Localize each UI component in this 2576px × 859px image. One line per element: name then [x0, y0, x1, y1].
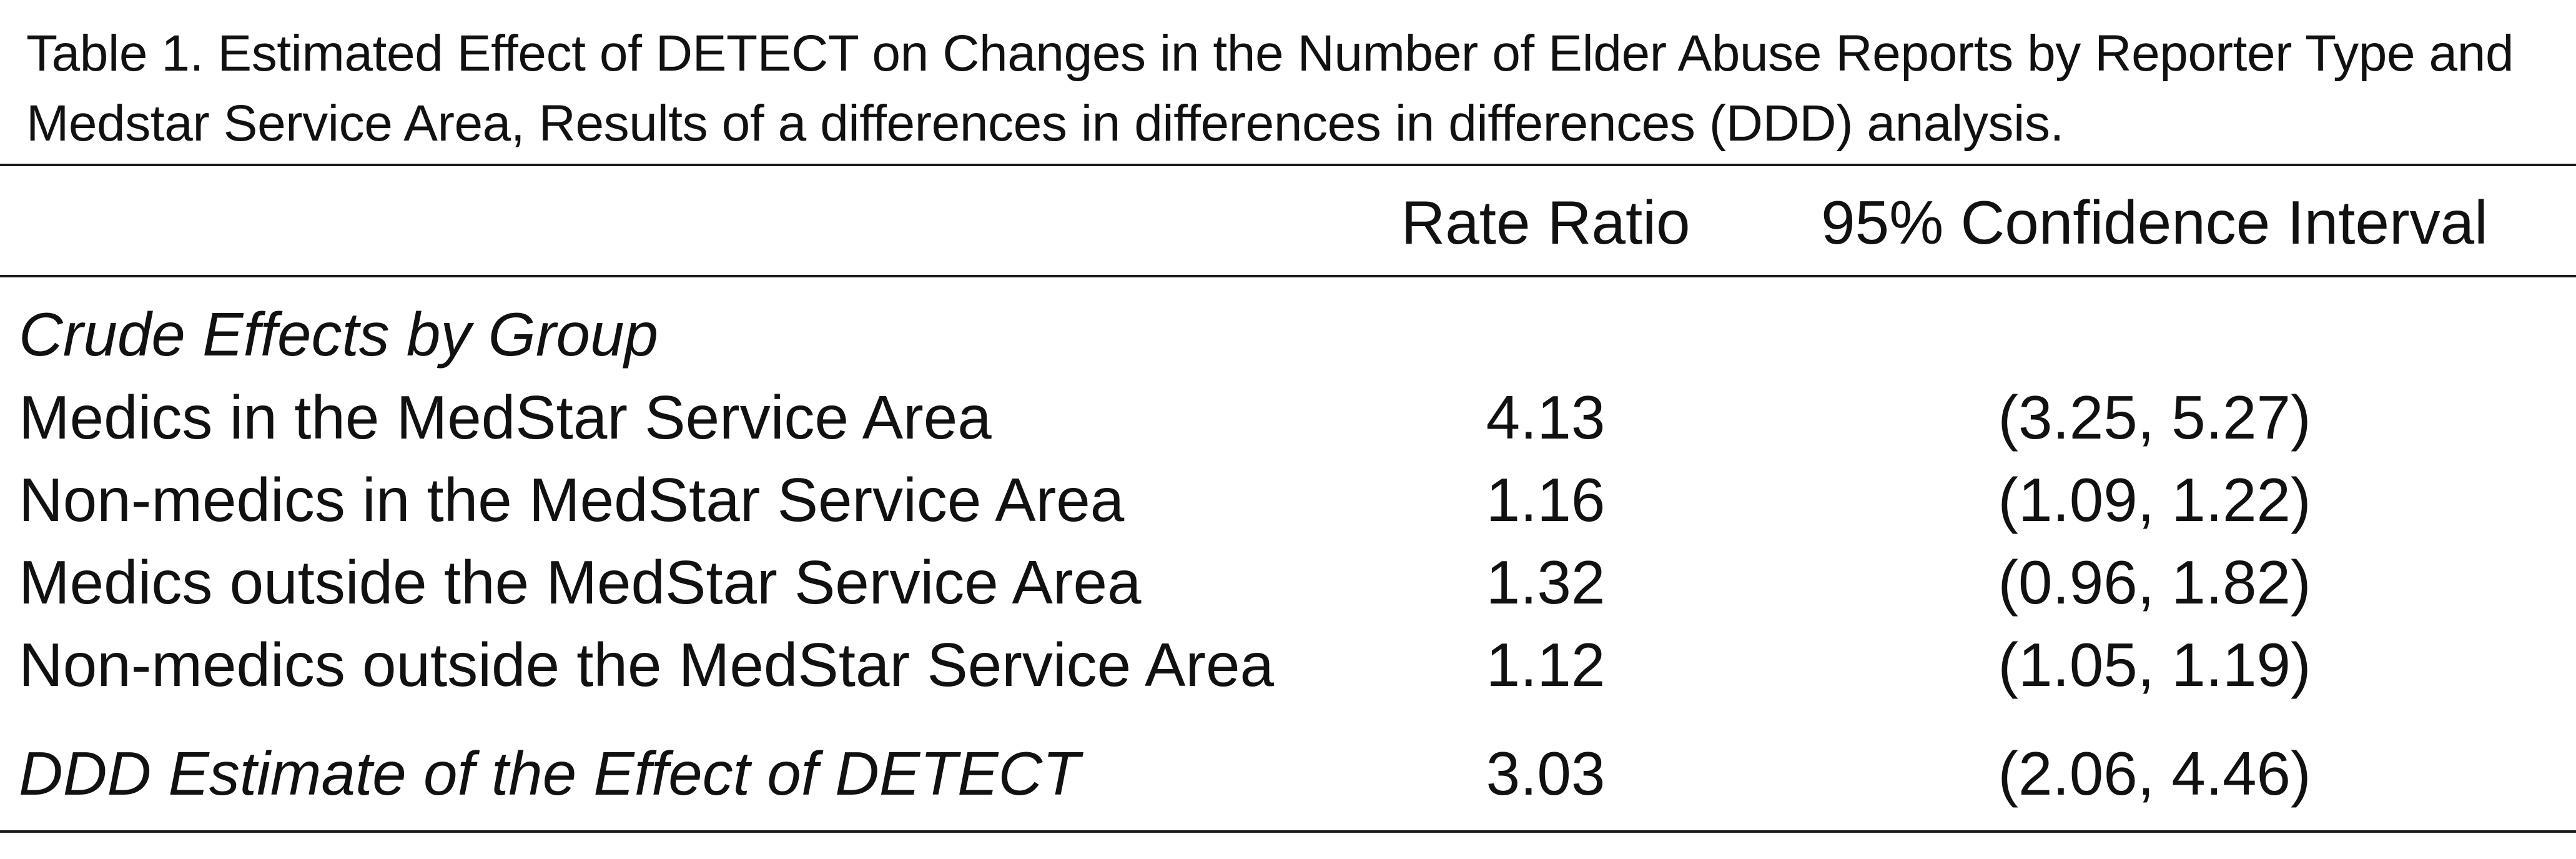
table-row: Medics outside the MedStar Service Area …	[19, 545, 2554, 620]
row-label: Non-medics outside the MedStar Service A…	[19, 630, 1274, 699]
summary-rate-ratio: 3.03	[1486, 739, 1606, 808]
row-rate-ratio: 1.12	[1486, 630, 1606, 699]
header-confidence-interval: 95% Confidence Interval	[1821, 188, 2488, 257]
row-label: Non-medics in the MedStar Service Area	[19, 465, 1125, 534]
table-row: Medics in the MedStar Service Area 4.13 …	[19, 380, 2554, 455]
row-confidence-interval: (1.09, 1.22)	[1998, 465, 2311, 534]
row-confidence-interval: (3.25, 5.27)	[1998, 383, 2311, 452]
row-rate-ratio: 1.16	[1486, 465, 1606, 534]
section-label: Crude Effects by Group	[19, 300, 659, 369]
section-row: Crude Effects by Group	[19, 297, 2554, 372]
table-caption: Table 1. Estimated Effect of DETECT on C…	[26, 19, 2549, 159]
table-row: Non-medics outside the MedStar Service A…	[19, 627, 2554, 702]
caption-label: Table 1.	[26, 25, 204, 82]
summary-label: DDD Estimate of the Effect of DETECT	[19, 739, 1080, 808]
caption-text: Estimated Effect of DETECT on Changes in…	[26, 25, 2514, 152]
row-label: Medics outside the MedStar Service Area	[19, 548, 1142, 617]
header-rule	[0, 275, 2576, 277]
row-confidence-interval: (0.96, 1.82)	[1998, 548, 2311, 617]
top-rule	[0, 164, 2576, 166]
table-row: Non-medics in the MedStar Service Area 1…	[19, 462, 2554, 537]
row-confidence-interval: (1.05, 1.19)	[1998, 630, 2311, 699]
header-rate-ratio: Rate Ratio	[1401, 188, 1690, 257]
row-label: Medics in the MedStar Service Area	[19, 383, 992, 452]
row-rate-ratio: 4.13	[1486, 383, 1606, 452]
summary-confidence-interval: (2.06, 4.46)	[1998, 739, 2311, 808]
summary-row: DDD Estimate of the Effect of DETECT 3.0…	[19, 736, 2554, 811]
row-rate-ratio: 1.32	[1486, 548, 1606, 617]
bottom-rule	[0, 830, 2576, 833]
